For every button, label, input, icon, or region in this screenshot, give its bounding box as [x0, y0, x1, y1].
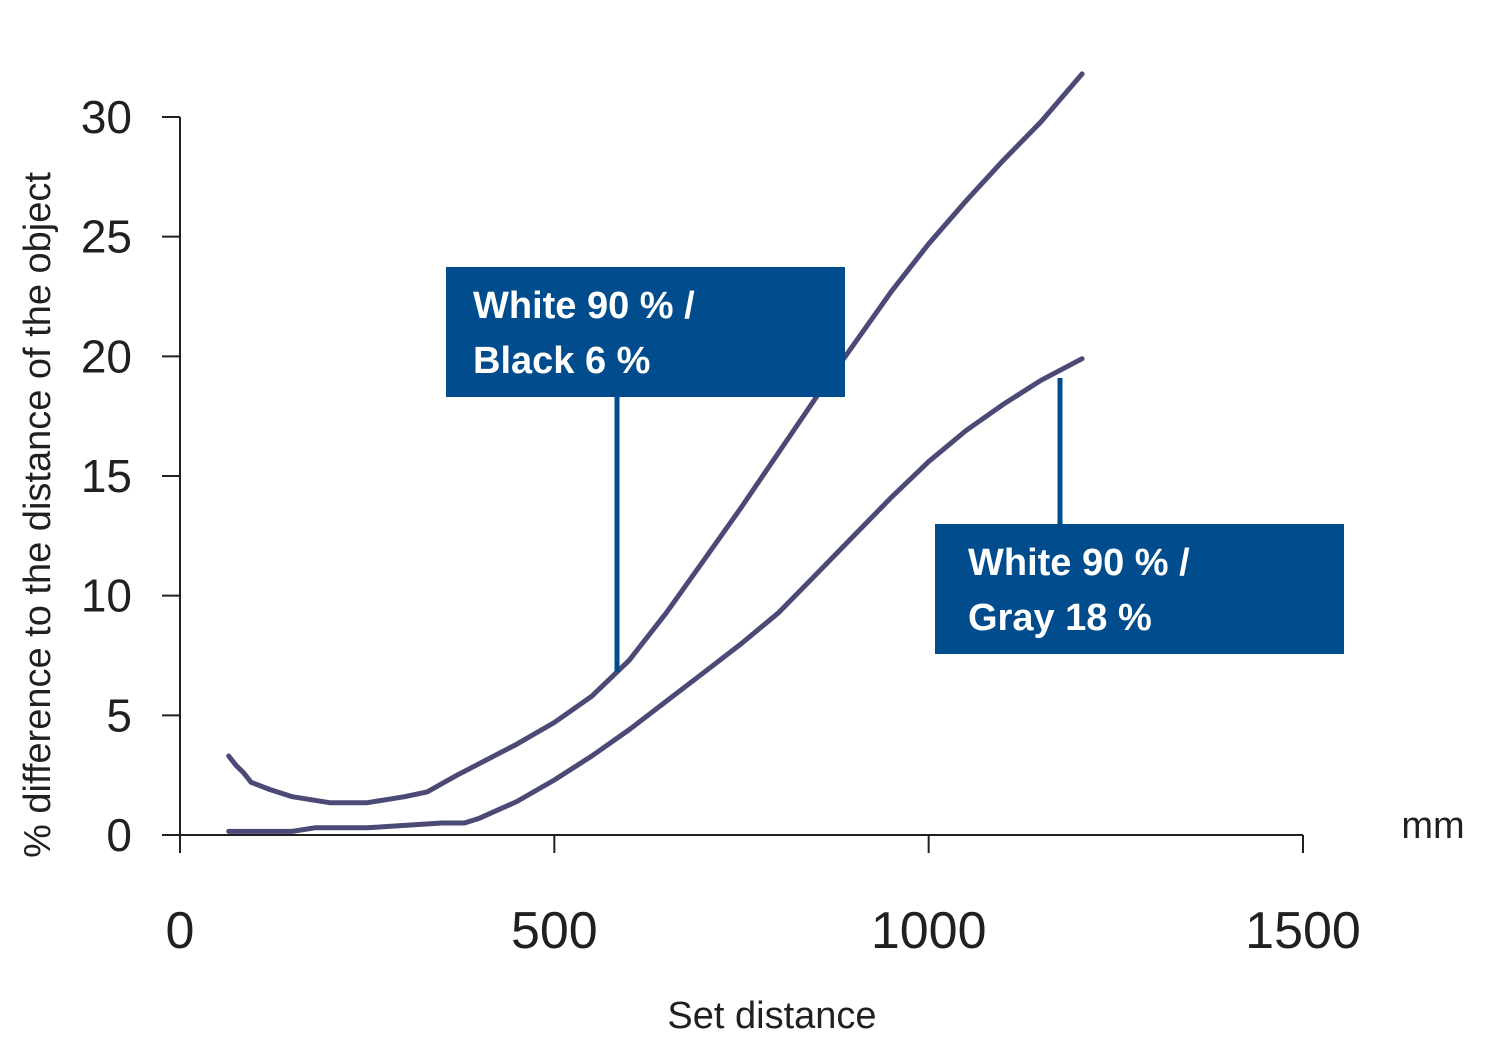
series-label: Black 6 %: [473, 340, 650, 382]
series-line-1: [226, 71, 1085, 806]
series-line-2: [226, 356, 1085, 834]
series-label: White 90 % /: [473, 285, 695, 327]
callout-box: [935, 524, 1344, 654]
y-tick-label: 0: [106, 809, 132, 861]
y-axis-title: % difference to the distance of the obje…: [17, 172, 59, 858]
x-tick-label: 1500: [1245, 902, 1361, 960]
x-tick-label: 1000: [871, 902, 987, 960]
callout-box: [446, 267, 845, 397]
series-label: Gray 18 %: [968, 597, 1152, 639]
x-tick-label: 0: [166, 902, 195, 960]
y-tick-label: 25: [81, 211, 132, 263]
plot-area: 0 5 10 15 20 25 30 0 500 1000 1500 mm Set distance % …: [17, 71, 1465, 1037]
y-tick-label: 30: [81, 91, 132, 143]
x-axis-title: Set distance: [667, 995, 876, 1037]
y-tick-label: 15: [81, 450, 132, 502]
y-tick-label: 10: [81, 570, 132, 622]
series-label: White 90 % /: [968, 542, 1190, 584]
y-tick-label: 5: [106, 689, 132, 741]
y-tick-label: 20: [81, 330, 132, 382]
x-tick-label: 500: [511, 902, 598, 960]
x-unit-label: mm: [1401, 805, 1464, 847]
